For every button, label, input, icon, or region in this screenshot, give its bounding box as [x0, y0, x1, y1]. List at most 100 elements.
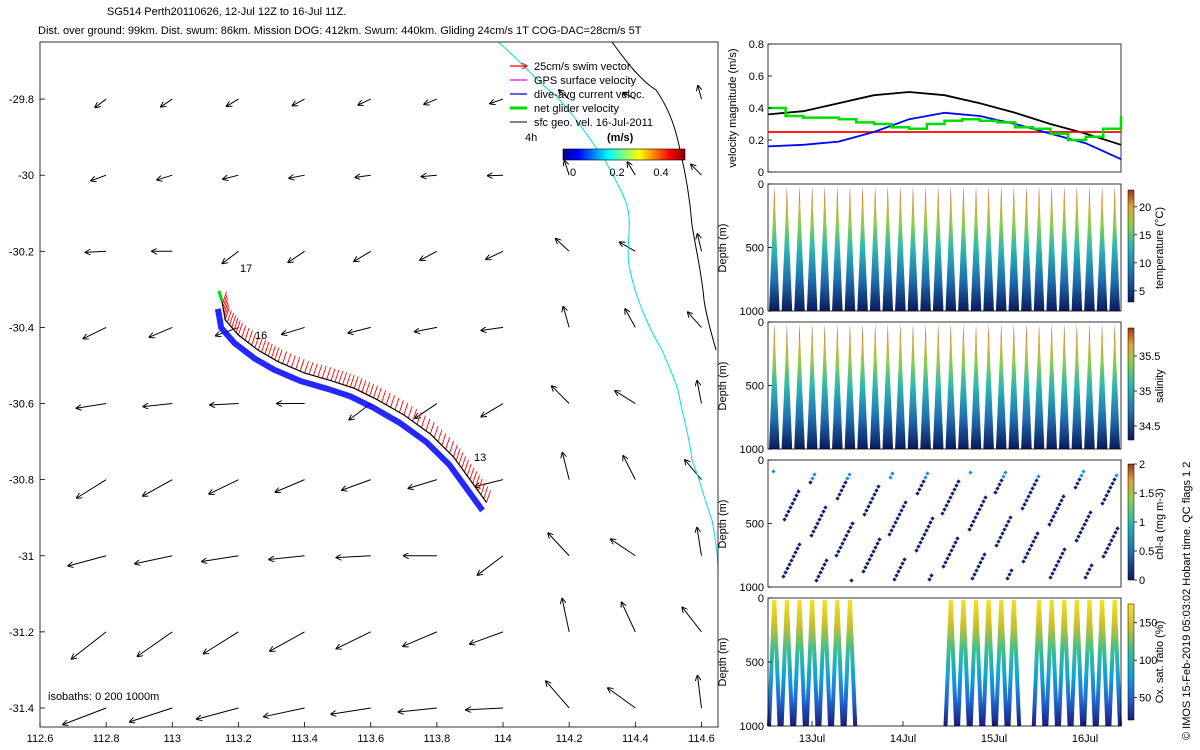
chl-point [1009, 568, 1014, 573]
dive-profile [1084, 186, 1095, 311]
dive-profile [995, 324, 1007, 449]
chl-point [951, 544, 956, 549]
current-vector [546, 681, 570, 709]
chl-point [1051, 514, 1056, 519]
chl-point [1061, 494, 1066, 499]
map-frame [39, 41, 719, 728]
chl-point [789, 558, 794, 563]
map-x-tick-label: 114.6 [688, 733, 715, 745]
current-vector [477, 555, 504, 575]
dive-profile [983, 324, 994, 449]
oxygen-profile [767, 599, 782, 727]
legend-net-label: net glider velocity [534, 103, 619, 115]
chl-point [1103, 550, 1108, 555]
chl-point [817, 517, 822, 522]
salinity-colorbar [1127, 327, 1135, 441]
velocity-y-tick-label: 0.2 [749, 135, 764, 147]
swim-vector [321, 366, 327, 379]
dive-profile [958, 324, 969, 449]
chl-point [866, 504, 871, 509]
chl-point [1004, 523, 1009, 528]
chlorophyll-colorbar-label: chl-a (mg m-3) [1154, 488, 1166, 560]
chl-point [816, 574, 821, 579]
legend-swim-label: 25cm/s swim vector [534, 61, 631, 73]
current-vector [398, 707, 437, 712]
swim-vector [373, 385, 378, 398]
chl-point [842, 537, 847, 542]
chl-point [1078, 530, 1083, 535]
isobaths-label: isobaths: 0 200 1000m [48, 691, 159, 703]
current-vector [697, 234, 702, 252]
chl-point [902, 557, 907, 562]
oxygen-profile [968, 599, 984, 727]
colorbar-tick-label: 10 [1139, 258, 1151, 270]
chl-point [864, 508, 869, 513]
chl-point [980, 556, 985, 561]
chl-point [1050, 571, 1055, 576]
salinity-profiles [769, 324, 1120, 449]
map-colorbar [562, 148, 686, 161]
chl-point [838, 545, 843, 550]
map-x-axis: 112.6 112.8 113 113.2 113.4 113.6 113.8 114 114.… [27, 722, 715, 745]
dive-profile [857, 324, 868, 449]
time-tick-label: 16Jul [1072, 733, 1098, 745]
dive-profile [920, 324, 931, 449]
chl-point [948, 495, 953, 500]
dive-profile [806, 324, 818, 449]
chl-point [782, 517, 787, 522]
swim-vector [365, 381, 371, 395]
swim-vector [407, 405, 413, 419]
swim-vector [295, 357, 301, 370]
swim-vector [261, 340, 267, 353]
dive-profile [1084, 324, 1095, 449]
current-vector [76, 403, 107, 409]
chl-point [863, 565, 868, 570]
current-vector [470, 631, 504, 644]
map-y-tick-label: -30 [18, 170, 34, 182]
current-vector [83, 326, 107, 338]
chl-point [928, 520, 933, 525]
chl-point [1062, 547, 1067, 552]
swim-vector [361, 379, 367, 393]
current-vector [424, 98, 438, 104]
current-vector [336, 631, 371, 649]
map-x-tick-label: 114.4 [622, 733, 649, 745]
swim-vector [308, 362, 314, 375]
depth-tick-label: 0 [758, 593, 764, 605]
chl-point [956, 479, 961, 484]
chl-point [897, 512, 902, 517]
dive-profile [1033, 324, 1045, 449]
chl-point [811, 529, 816, 534]
chlorophyll-colorbar-ticks: 0 0.5 1 1.5 2 [1134, 459, 1154, 587]
salinity-y-axis: 0 500 1000 [740, 317, 772, 456]
chl-point [903, 500, 908, 505]
chl-point [927, 577, 932, 582]
current-vector [559, 90, 570, 100]
dive-profile [895, 186, 906, 311]
chl-point [998, 535, 1003, 540]
chl-point [1077, 477, 1082, 482]
swim-vector [271, 345, 276, 359]
depth-tick-label: 500 [746, 657, 764, 669]
chl-point [821, 509, 826, 514]
dive-profile [781, 324, 793, 449]
current-vector [348, 326, 371, 333]
chl-point [996, 539, 1001, 544]
chl-point [945, 556, 950, 561]
dive-profile [844, 324, 856, 449]
dive-profile [920, 186, 931, 311]
colorbar-tick-label: 15 [1139, 230, 1151, 242]
chl-point [1073, 485, 1078, 490]
swim-vector [224, 304, 230, 317]
swim-vector [353, 376, 359, 389]
time-tick-label: 15Jul [981, 733, 1007, 745]
map-y-tick-label: -30.6 [9, 399, 34, 411]
salinity-colorbar-ticks: 34.5 35 35.5 [1134, 351, 1160, 433]
chl-point [923, 475, 928, 480]
colorbar-tick-label: 1.5 [1139, 488, 1154, 500]
salinity-panel: 0 500 1000 Depth (m) 34.5 35 35.5 salinity [717, 317, 1166, 456]
oxygen-profile [1107, 599, 1122, 727]
chl-point [918, 540, 923, 545]
chl-point [790, 501, 795, 506]
swim-vector [390, 395, 396, 408]
